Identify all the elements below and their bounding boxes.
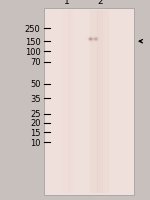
Text: 100: 100 <box>25 48 40 56</box>
Bar <box>44 9 134 195</box>
Text: 15: 15 <box>30 128 40 137</box>
Text: 20: 20 <box>30 119 40 127</box>
Text: 2: 2 <box>97 0 103 6</box>
Text: 10: 10 <box>30 138 40 147</box>
Text: 50: 50 <box>30 80 40 89</box>
Text: 1: 1 <box>64 0 70 6</box>
Text: 250: 250 <box>25 25 40 33</box>
Bar <box>103 11 109 193</box>
Text: 150: 150 <box>25 38 40 46</box>
Bar <box>97 11 103 193</box>
Bar <box>62 11 71 193</box>
Text: 35: 35 <box>30 95 40 103</box>
Text: 25: 25 <box>30 110 40 119</box>
Bar <box>68 11 74 193</box>
Text: 70: 70 <box>30 58 40 67</box>
Bar <box>90 11 98 193</box>
